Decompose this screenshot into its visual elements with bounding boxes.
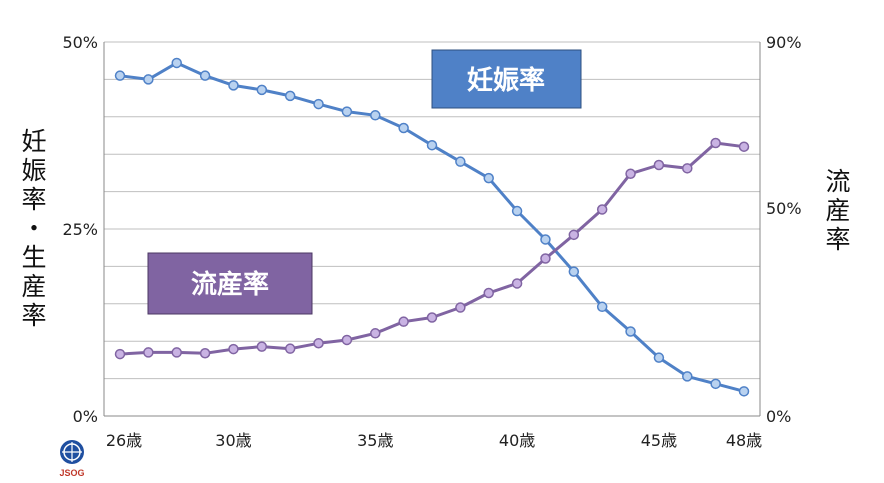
y-axis-label-right: 流産率 xyxy=(825,167,850,254)
y-tick-label-left: 0% xyxy=(73,407,98,426)
y-axis-label-char: 率 xyxy=(21,301,46,330)
data-point xyxy=(398,316,409,327)
data-point xyxy=(341,334,353,346)
data-point xyxy=(256,84,268,96)
y-axis-label-left: 妊娠率・生産率 xyxy=(21,127,46,330)
y-axis-label-char: 産 xyxy=(21,272,46,301)
x-tick-label: 48歳 xyxy=(726,431,762,450)
data-point xyxy=(171,347,182,358)
chart-axes xyxy=(103,42,761,417)
data-point xyxy=(455,302,466,313)
data-point xyxy=(199,348,211,359)
data-point xyxy=(398,122,409,134)
data-point xyxy=(596,301,608,313)
y-axis-label-char: ・ xyxy=(21,214,46,243)
data-point xyxy=(370,328,381,339)
y-tick-label-right: 90% xyxy=(766,33,802,52)
data-point xyxy=(256,341,268,352)
data-point xyxy=(596,204,608,215)
data-point xyxy=(199,70,211,81)
y-axis-label-char: 生 xyxy=(21,243,46,272)
data-point xyxy=(738,141,750,152)
data-point xyxy=(313,338,324,349)
data-point xyxy=(653,159,665,171)
data-point xyxy=(710,378,721,390)
data-point xyxy=(568,266,580,277)
data-point xyxy=(682,371,693,382)
data-point xyxy=(738,386,750,397)
data-point xyxy=(511,205,523,217)
data-point xyxy=(540,234,551,245)
data-point xyxy=(313,98,324,110)
data-point xyxy=(483,287,494,299)
y-tick-label-left: 50% xyxy=(62,33,98,52)
y-tick-label-right: 50% xyxy=(766,199,802,218)
data-point xyxy=(568,229,580,241)
data-point xyxy=(284,90,296,102)
y-axis-label-char: 率 xyxy=(825,225,850,254)
series-line xyxy=(119,61,745,393)
data-point xyxy=(370,110,381,121)
legend-miscarriage-label: 流産率 xyxy=(191,269,269,300)
data-point xyxy=(540,253,551,264)
data-point xyxy=(143,347,154,358)
y-axis-label-char: 産 xyxy=(825,196,850,225)
legend-pregnancy-label: 妊娠率 xyxy=(467,65,545,96)
data-point xyxy=(228,80,239,91)
data-point xyxy=(143,74,154,85)
y-axis-label-char: 流 xyxy=(825,167,850,196)
y-axis-label-char: 妊 xyxy=(21,127,46,156)
y-axis-label-char: 娠 xyxy=(21,156,46,185)
data-point xyxy=(653,352,665,363)
legend-pregnancy: 妊娠率 xyxy=(431,49,582,109)
data-point xyxy=(341,106,353,117)
data-point xyxy=(455,156,466,167)
tick-labels: 0% 25% 50% 0% 50% 90% 26歳 30歳 35歳 40歳 45歳 48歳 xyxy=(62,33,801,450)
data-point xyxy=(511,278,523,289)
y-axis-label-char: 率 xyxy=(21,185,46,214)
y-tick-label-left: 25% xyxy=(62,220,98,239)
data-point xyxy=(228,343,239,355)
data-point xyxy=(426,139,438,151)
data-point xyxy=(682,163,693,174)
data-point xyxy=(114,70,126,81)
y-tick-label-right: 0% xyxy=(766,407,791,426)
data-point xyxy=(483,172,494,184)
data-point xyxy=(710,137,721,149)
series-lines xyxy=(119,61,745,393)
data-point xyxy=(426,312,438,323)
legend-pregnancy-box xyxy=(431,49,582,109)
x-tick-label: 45歳 xyxy=(641,431,677,450)
data-point xyxy=(114,348,126,360)
x-tick-label: 26歳 xyxy=(106,431,142,450)
jsog-logo: JSOG xyxy=(59,440,85,478)
legend-miscarriage-box xyxy=(147,252,313,315)
data-point xyxy=(284,343,296,354)
series-points xyxy=(114,57,750,397)
data-point xyxy=(625,168,636,179)
data-point xyxy=(171,57,182,69)
x-tick-label: 40歳 xyxy=(499,431,535,450)
jsog-logo-text: JSOG xyxy=(59,468,84,478)
data-point xyxy=(625,326,636,337)
x-tick-label: 30歳 xyxy=(215,431,251,450)
x-tick-label: 35歳 xyxy=(357,431,393,450)
legend-miscarriage: 流産率 xyxy=(147,252,313,315)
